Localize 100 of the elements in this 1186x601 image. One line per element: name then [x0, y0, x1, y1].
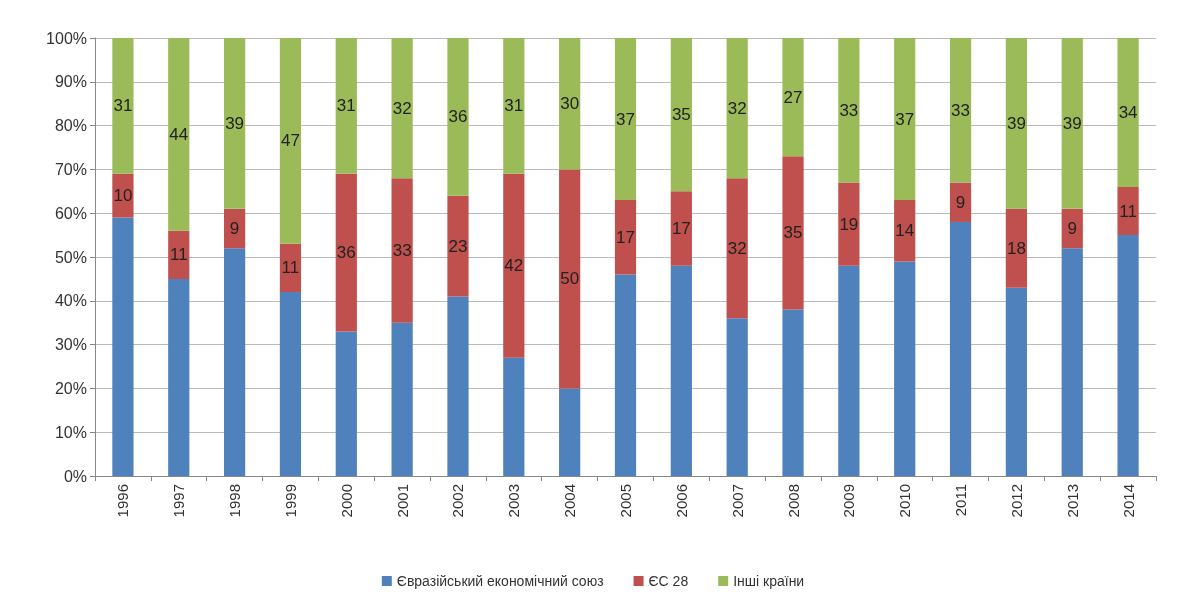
- bar: [894, 261, 916, 476]
- data-label: 23: [448, 236, 468, 256]
- x-tick-label: 1997: [170, 484, 188, 518]
- bar: [1005, 208, 1027, 288]
- x-tick-label: 2011: [952, 484, 970, 517]
- bar: [1061, 38, 1083, 209]
- bar: [838, 182, 860, 266]
- bar: [279, 38, 302, 244]
- y-tick-label: 40%: [54, 292, 87, 310]
- data-label: 50: [560, 269, 580, 289]
- x-tick-label: 1998: [226, 484, 244, 518]
- bar: [838, 38, 860, 183]
- data-label: 33: [839, 100, 859, 120]
- x-tick-label: 2003: [505, 484, 523, 518]
- data-label: 18: [1006, 238, 1026, 258]
- data-label: 11: [281, 258, 300, 278]
- bar: [447, 296, 469, 476]
- data-label: 17: [616, 227, 635, 247]
- bar: [112, 173, 134, 218]
- y-tick-label: 90%: [54, 73, 87, 91]
- x-tick-label: 2014: [1119, 484, 1137, 518]
- bar: [614, 200, 637, 275]
- bar: [335, 173, 357, 332]
- x-tick-label: 1996: [114, 484, 132, 518]
- data-label: 9: [955, 192, 966, 212]
- bar: [224, 248, 246, 476]
- bar: [503, 38, 525, 174]
- data-label: 34: [1118, 102, 1138, 122]
- bar: [726, 178, 748, 319]
- bar: [1117, 38, 1139, 187]
- legend-label: Інші країни: [733, 573, 805, 589]
- data-label: 31: [336, 96, 356, 116]
- bar: [949, 38, 972, 183]
- y-tick-label: 100%: [46, 29, 87, 47]
- data-label: 39: [225, 113, 245, 133]
- bar: [949, 221, 972, 476]
- y-tick-label: 50%: [54, 248, 87, 266]
- bar: [782, 309, 804, 476]
- bar: [614, 38, 637, 201]
- data-label: 32: [727, 98, 747, 118]
- bar: [559, 169, 581, 389]
- data-label: 33: [392, 240, 412, 260]
- data-label: 37: [895, 109, 915, 129]
- bar: [838, 265, 860, 476]
- x-tick-label: 2005: [617, 484, 634, 518]
- data-label: 31: [504, 96, 524, 116]
- x-tick-label: 2006: [672, 484, 690, 518]
- data-label: 11: [1119, 201, 1137, 221]
- bar: [391, 38, 413, 179]
- bar: [559, 38, 581, 170]
- data-label: 31: [113, 96, 133, 116]
- x-tick-label: 2008: [784, 484, 802, 518]
- bar: [1117, 186, 1139, 236]
- data-label: 32: [727, 238, 747, 258]
- bar: [1117, 235, 1139, 476]
- data-label: 44: [169, 124, 189, 144]
- y-tick-label: 80%: [54, 117, 87, 135]
- x-tick-label: 1999: [281, 484, 299, 518]
- bar: [112, 38, 134, 174]
- bar: [224, 38, 246, 209]
- y-tick-label: 10%: [54, 423, 87, 441]
- data-label: 42: [504, 256, 524, 276]
- data-label: 9: [1067, 219, 1077, 239]
- y-tick-label: 70%: [54, 160, 87, 178]
- bar: [670, 38, 692, 192]
- bar: [670, 191, 692, 266]
- data-label: 30: [560, 94, 580, 114]
- y-tick-label: 0%: [63, 467, 87, 485]
- bar: [1061, 248, 1083, 476]
- bar: [335, 38, 357, 174]
- x-tick-label: 2004: [561, 484, 579, 518]
- bar: [726, 318, 748, 476]
- bar: [447, 38, 469, 196]
- data-label: 9: [229, 219, 240, 239]
- data-label: 35: [783, 223, 803, 243]
- data-label: 47: [280, 131, 300, 151]
- data-label: 36: [336, 243, 356, 263]
- bar: [1005, 287, 1027, 476]
- bar: [559, 388, 581, 476]
- x-tick-label: 2001: [393, 484, 411, 518]
- legend-label: Євразійський економічний союз: [396, 573, 604, 589]
- x-tick-label: 2000: [337, 484, 355, 518]
- bar: [112, 217, 134, 476]
- data-label: 11: [169, 245, 188, 265]
- bar: [782, 38, 804, 157]
- y-tick-label: 60%: [54, 204, 87, 222]
- data-label: 39: [1062, 113, 1082, 133]
- data-label: 33: [951, 100, 971, 120]
- bar: [279, 292, 302, 476]
- bar: [670, 265, 692, 476]
- data-label: 19: [839, 214, 859, 234]
- data-label: 32: [392, 98, 412, 118]
- x-tick-label: 2013: [1063, 484, 1081, 518]
- x-tick-label: 2010: [896, 484, 914, 518]
- bar: [168, 278, 190, 476]
- bar: [391, 322, 413, 476]
- x-tick-label: 2007: [728, 484, 746, 518]
- bar: [503, 173, 525, 358]
- bar: [168, 38, 190, 231]
- bar: [335, 331, 357, 476]
